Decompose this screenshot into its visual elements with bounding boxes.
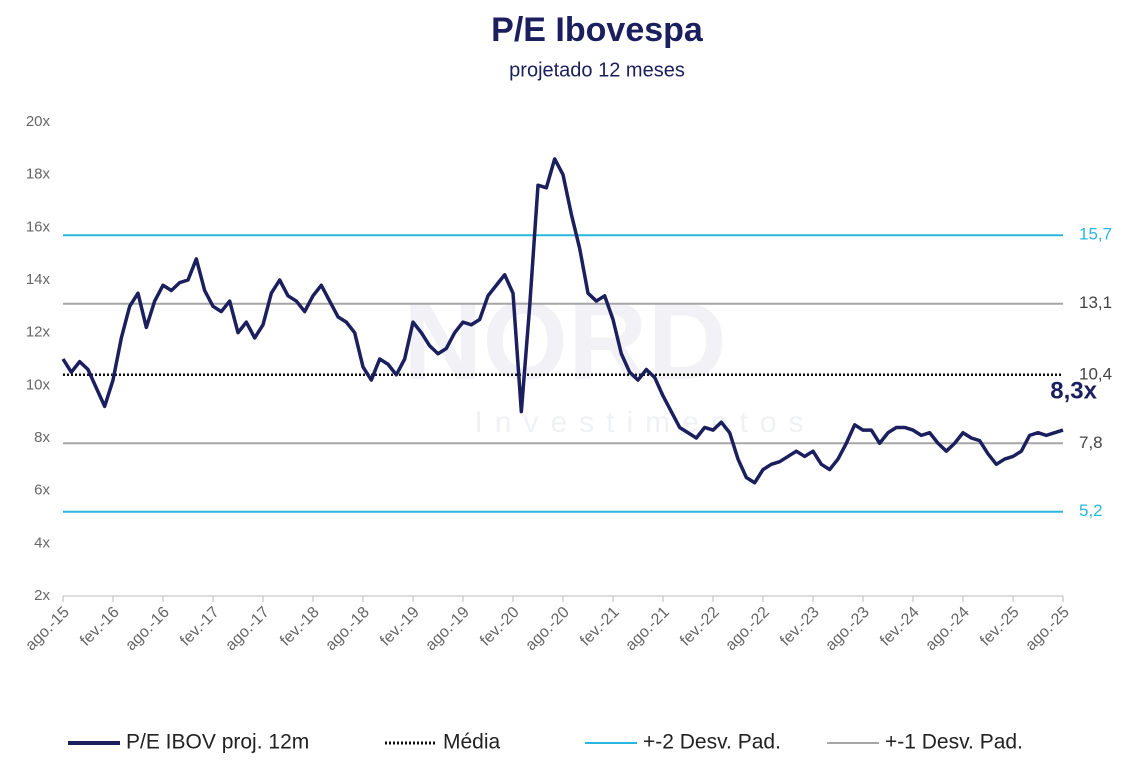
y-tick-label: 18x [26, 166, 51, 183]
legend-label: +-1 Desv. Pad. [885, 731, 1023, 754]
x-tick-label: fev.-17 [177, 604, 223, 650]
x-tick-label: ago.-15 [22, 604, 72, 654]
legend-label: +-2 Desv. Pad. [643, 731, 781, 754]
x-tick-label: ago.-23 [822, 604, 872, 654]
x-tick-label: ago.-22 [722, 604, 772, 654]
x-tick-label: fev.-23 [777, 604, 823, 650]
reference-label: 7,8 [1079, 433, 1103, 452]
x-tick-label: ago.-25 [1022, 604, 1072, 654]
y-tick-label: 16x [26, 218, 51, 235]
x-tick-label: fev.-19 [377, 604, 423, 650]
x-tick-label: fev.-16 [77, 604, 123, 650]
chart-subtitle: projetado 12 meses [509, 59, 685, 81]
x-tick-label: ago.-16 [122, 604, 172, 654]
y-tick-label: 20x [26, 113, 51, 130]
chart-title: P/E Ibovespa [491, 11, 704, 49]
x-tick-label: fev.-20 [477, 604, 523, 650]
y-tick-label: 6x [34, 482, 50, 499]
reference-label: 5,2 [1079, 501, 1103, 520]
data-line [61, 157, 1064, 485]
reference-label: 13,1 [1079, 293, 1112, 312]
x-tick-label: fev.-24 [877, 604, 923, 650]
reference-label: 10,4 [1079, 364, 1112, 383]
watermark-sub: Investimentos [474, 406, 815, 439]
annotation: 8,3x [1050, 377, 1097, 404]
x-tick-label: fev.-22 [677, 604, 723, 650]
y-tick-label: 10x [26, 376, 51, 393]
x-tick-label: ago.-18 [322, 604, 372, 654]
x-tick-label: ago.-17 [222, 604, 272, 654]
y-tick-label: 8x [34, 429, 50, 446]
x-tick-label: fev.-21 [577, 604, 623, 650]
y-tick-label: 2x [34, 587, 50, 604]
reference-label: 15,7 [1079, 225, 1112, 244]
y-tick-label: 12x [26, 324, 51, 341]
watermark: NORD [403, 280, 727, 403]
x-tick-label: fev.-18 [277, 604, 323, 650]
x-tick-label: ago.-19 [422, 604, 472, 654]
y-tick-label: 4x [34, 534, 50, 551]
x-tick-label: ago.-20 [522, 604, 572, 654]
legend-label: P/E IBOV proj. 12m [126, 731, 309, 754]
legend-label: Média [443, 731, 501, 754]
x-tick-label: fev.-25 [977, 604, 1023, 650]
y-tick-label: 14x [26, 271, 51, 288]
x-tick-label: ago.-21 [622, 604, 672, 654]
x-tick-label: ago.-24 [922, 604, 972, 654]
